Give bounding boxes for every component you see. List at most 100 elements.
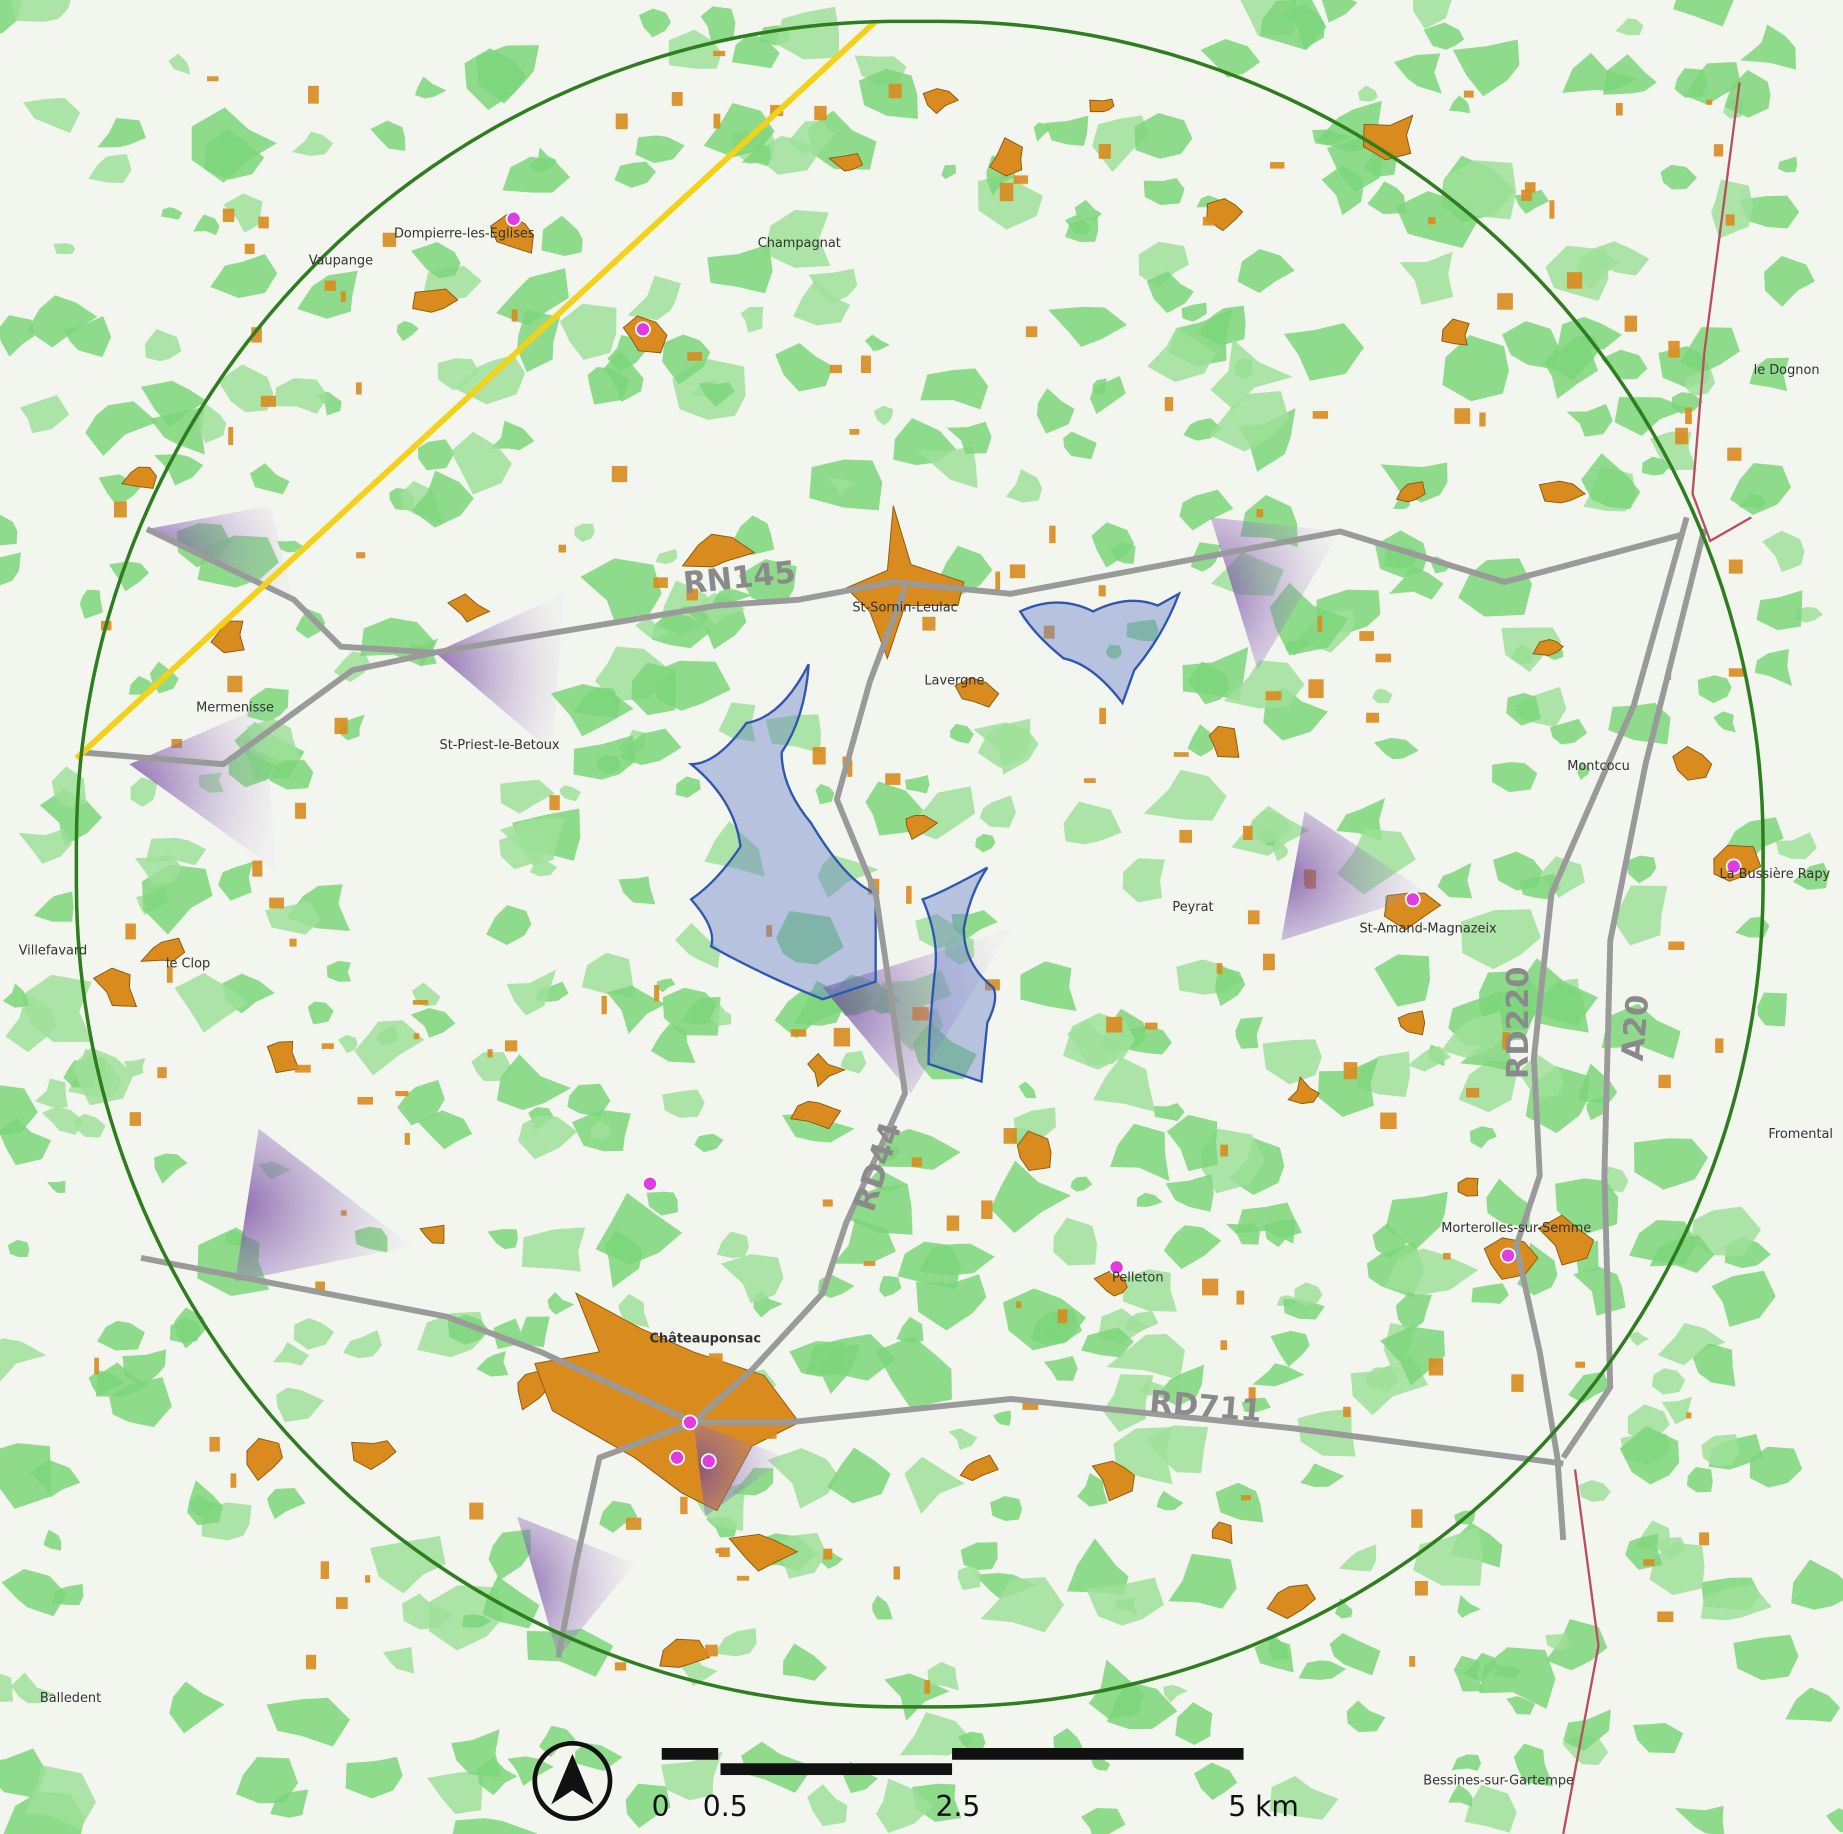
forest-patch [775,343,834,392]
hamlet [1084,778,1096,783]
forest-patch [1641,456,1670,476]
forest-patch [354,1020,425,1076]
forest-patch [0,514,18,546]
forest-patch [1156,1490,1184,1511]
forest-patch [1063,801,1122,845]
forest-patch [370,120,406,151]
place-label: Peyrat [1172,900,1213,915]
forest-patch [19,395,70,434]
hamlet [1098,585,1106,597]
hamlet [833,1027,851,1047]
forest-patch [1074,199,1102,221]
hamlet [294,1064,311,1073]
forest-patch [1372,1223,1407,1259]
forest-patch [920,368,989,410]
hamlet [315,1281,325,1292]
forest-patch [450,431,512,495]
forest-patch [0,1748,47,1799]
forest-patch [1458,1060,1520,1113]
forest-patch [140,380,208,428]
view-cone [235,1128,412,1282]
forest-patch [1293,1282,1323,1306]
hamlet [885,773,901,785]
forest-patch [1165,1174,1214,1212]
forest-patch [1146,271,1194,314]
forest-patch [295,608,326,639]
forest-patch [0,1673,14,1702]
village [1211,1521,1233,1545]
hamlet [209,1436,220,1452]
forest-patch [1711,1270,1776,1327]
hamlet [355,382,362,395]
forest-patch [651,1023,696,1063]
forest-patch [638,8,671,38]
hamlet [166,965,173,983]
village [1457,1177,1479,1197]
forest-patch [807,1784,848,1827]
forest-patch [714,1627,757,1657]
forest-patch [0,1085,38,1136]
hamlet [1098,144,1111,159]
village [92,967,138,1007]
forest-patch [1066,1538,1129,1595]
forest-patch [26,295,98,348]
forest-patch [218,861,254,901]
forest-patch [53,243,76,255]
road-label: A20 [1616,993,1657,1062]
forest-patch [1826,1808,1843,1833]
hamlet [1375,653,1392,663]
hamlet [1443,1252,1451,1260]
hamlet [269,897,284,909]
forest-patch [1754,648,1792,687]
forest-patch [529,858,558,877]
forest-patch [772,1532,827,1579]
forest-patch [917,446,978,489]
view-cone [129,705,277,870]
forest-patch [1470,1126,1497,1149]
forest-patch [1479,1647,1556,1709]
hamlet [258,216,269,229]
forest-patch [108,561,150,592]
place-label: Fromental [1768,1127,1833,1142]
forest-patch [411,470,474,528]
hamlet [1657,1611,1674,1623]
forest-patch [662,1089,705,1118]
forest-patch [1168,1553,1237,1609]
forest-patch [0,552,22,586]
hamlet [1343,1406,1351,1418]
village [1397,1010,1426,1036]
forest-patch [1235,1016,1264,1049]
forest-patch [1457,1594,1481,1618]
forest-patch [1367,181,1406,215]
forest-patch [1188,661,1230,705]
hamlet [922,616,936,631]
forest-patch [276,1387,324,1423]
forest-patch [698,382,735,407]
hamlet [320,1561,330,1579]
forest-patch [1105,644,1122,659]
hamlet [382,232,397,247]
hamlet [906,885,912,904]
forest-patch [776,6,839,60]
forest-patch [710,1002,732,1026]
forest-patch [1080,1807,1126,1834]
place-label: Dompierre-les-Eglises [394,227,535,242]
place-label: Morterolles-sur-Semme [1441,1221,1591,1236]
hamlet [1409,1655,1416,1667]
forest-patch [1136,1192,1163,1207]
hamlet [413,1033,420,1040]
forest-patch [1791,1559,1843,1610]
forest-patch [41,1105,83,1135]
village [140,937,186,962]
forest-patch [0,1443,52,1509]
hamlet [1686,1412,1692,1419]
forest-patch [595,1192,683,1265]
forest-patch [1576,249,1621,291]
hamlet [505,1040,518,1052]
forest-patch [397,1079,445,1126]
monument [1108,1259,1125,1276]
village [412,288,459,313]
hamlet [715,1548,722,1554]
forest-patch [1549,718,1588,745]
forest-patch [1762,530,1805,573]
